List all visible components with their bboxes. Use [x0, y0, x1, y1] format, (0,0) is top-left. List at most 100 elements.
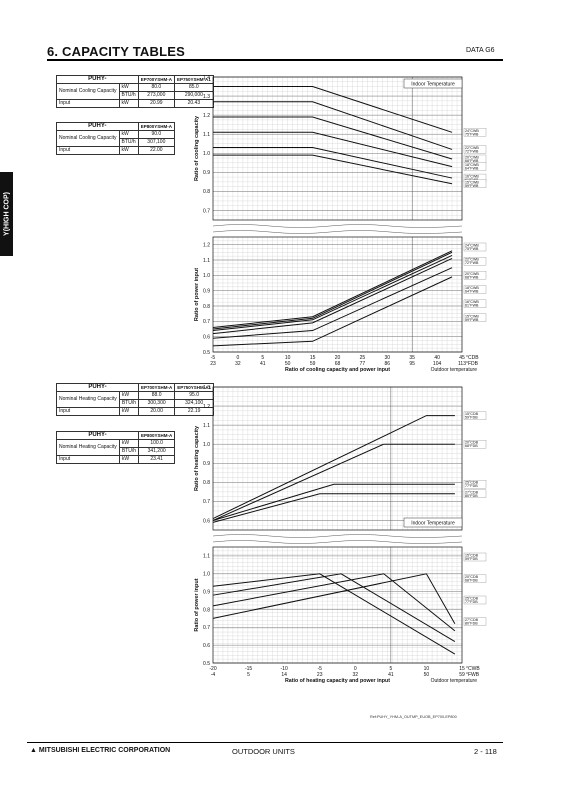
legend-box	[463, 285, 487, 294]
legend-label: 68°FWB	[465, 159, 479, 163]
series-line	[213, 131, 453, 168]
legend-label: 61°FWB	[465, 304, 479, 308]
legend-label: 64°FWB	[465, 290, 479, 294]
series-line	[212, 251, 453, 330]
x-tick-label-c: -15	[245, 666, 252, 672]
x-tick-label-f: 113	[458, 361, 466, 367]
legend-box	[463, 480, 487, 489]
legend-box	[463, 552, 487, 562]
x-tick-label-c: -5	[317, 666, 322, 672]
heating-spec-table-2: PUHY- EP800YSHM-A Nominal Heating Capaci…	[56, 431, 176, 464]
plot-frame	[212, 76, 463, 221]
legend-label: 72°FWB	[465, 149, 479, 153]
legend-label: 25°CDB	[465, 481, 479, 485]
x-axis-sublabel: Outdoor temperature	[431, 367, 478, 373]
y-tick-label: 0.6	[203, 518, 210, 524]
series-line	[213, 154, 453, 185]
x-tick-label-f: 86	[385, 361, 391, 367]
legend-label: 15°CWB	[465, 314, 479, 318]
legend-label: 20°CDB	[465, 441, 479, 445]
legend-box	[463, 411, 487, 420]
y-tick-label: 0.9	[203, 170, 210, 176]
series-line	[212, 258, 453, 335]
legend-box	[463, 617, 487, 626]
legend-label: 68°FDB	[465, 579, 478, 583]
y-axis-label: Ratio of power input	[194, 578, 200, 631]
legend-label: 27°CDB	[465, 490, 479, 494]
legend-box	[463, 440, 487, 449]
legend-label: 15°CDB	[465, 554, 479, 558]
legend-label: 59°FDB	[465, 557, 478, 561]
legend-label: 16°CWB	[465, 300, 479, 304]
legend-label: 72°FWB	[465, 261, 479, 265]
legend-box	[463, 489, 487, 498]
x-tick-label-f: 50	[424, 672, 430, 678]
legend-label: 25°CDB	[465, 597, 479, 601]
y-tick-label: 1.2	[203, 404, 210, 410]
x-unit-f: °FWB	[466, 672, 480, 678]
y-tick-label: 1.1	[203, 132, 210, 138]
x-tick-label-f: 50	[285, 361, 291, 367]
series-line	[212, 254, 453, 332]
cell-value: 23.41	[137, 455, 176, 464]
reference-code: Ref:PUHY_YHM-A_OUTMP_EUOB_EP700-EP800	[370, 715, 457, 719]
unit: kW	[118, 99, 139, 108]
series-line	[212, 493, 455, 523]
x-tick-label-c: 35	[409, 355, 415, 361]
page-title: 6. CAPACITY TABLES	[47, 44, 185, 59]
x-tick-label-f: 59	[459, 672, 465, 678]
legend-label: 24°CWB	[465, 129, 479, 133]
legend-label: 22°CWB	[465, 258, 479, 262]
unit: kW	[118, 146, 139, 155]
x-tick-label-c: 20	[335, 355, 341, 361]
plot-frame	[212, 236, 463, 353]
x-tick-label-c: 0	[237, 355, 240, 361]
header-divider	[47, 59, 503, 61]
x-tick-label-c: 15	[310, 355, 316, 361]
x-tick-label-c: -10	[281, 666, 288, 672]
company-name: MITSUBISHI ELECTRIC CORPORATION	[38, 747, 171, 754]
legend-box	[463, 145, 487, 154]
x-tick-label-f: 23	[317, 672, 323, 678]
series-line	[212, 483, 455, 521]
y-tick-label: 1.4	[203, 75, 210, 81]
legend-box	[463, 162, 487, 171]
legend-box	[463, 242, 487, 252]
y-tick-label: 0.8	[203, 304, 210, 310]
legend-label: 75°FWB	[465, 132, 479, 136]
y-tick-label: 1.1	[203, 554, 210, 560]
x-tick-label-f: 14	[281, 672, 287, 678]
page-number: 2 - 118	[474, 747, 497, 756]
legend-box	[463, 299, 487, 308]
series-line	[212, 276, 453, 347]
y-axis-label: Ratio of power input	[194, 268, 200, 321]
legend-box	[463, 595, 487, 605]
y-tick-label: 1.2	[203, 242, 210, 248]
y-tick-label: 1.1	[203, 423, 210, 429]
y-tick-label: 0.5	[203, 661, 210, 667]
legend-title-box	[403, 517, 463, 528]
y-tick-label: 1.0	[203, 151, 210, 157]
y-tick-label: 1.1	[203, 258, 210, 264]
x-tick-label-c: -20	[209, 666, 216, 672]
x-tick-label-f: -4	[211, 672, 216, 678]
legend-title-box	[403, 78, 463, 89]
cell-value: 20.00	[137, 407, 176, 416]
legend-box	[463, 257, 487, 266]
legend-label: 15°CDB	[465, 412, 479, 416]
x-tick-label-f: 41	[388, 672, 394, 678]
y-tick-label: 1.2	[203, 113, 210, 119]
x-unit-c: °CWB	[466, 666, 480, 672]
cell-value: 20.99	[137, 99, 175, 108]
legend-label: 77°FDB	[465, 484, 478, 488]
cooling-spec-table-1: PUHY- EP700YSHM-A EP750YSHM-A1 Nominal C…	[56, 75, 214, 108]
cell-value: 22.00	[137, 146, 175, 155]
x-tick-label-c: 25	[360, 355, 366, 361]
x-tick-label-f: 5	[247, 672, 250, 678]
x-axis-sublabel: Outdoor temperature	[431, 678, 478, 684]
side-tab: Y(HIGH COP)	[0, 172, 13, 256]
x-tick-label-c: 10	[285, 355, 291, 361]
legend-box	[463, 271, 487, 280]
legend-label: 75°FWB	[465, 247, 479, 251]
y-tick-label: 0.8	[203, 189, 210, 195]
